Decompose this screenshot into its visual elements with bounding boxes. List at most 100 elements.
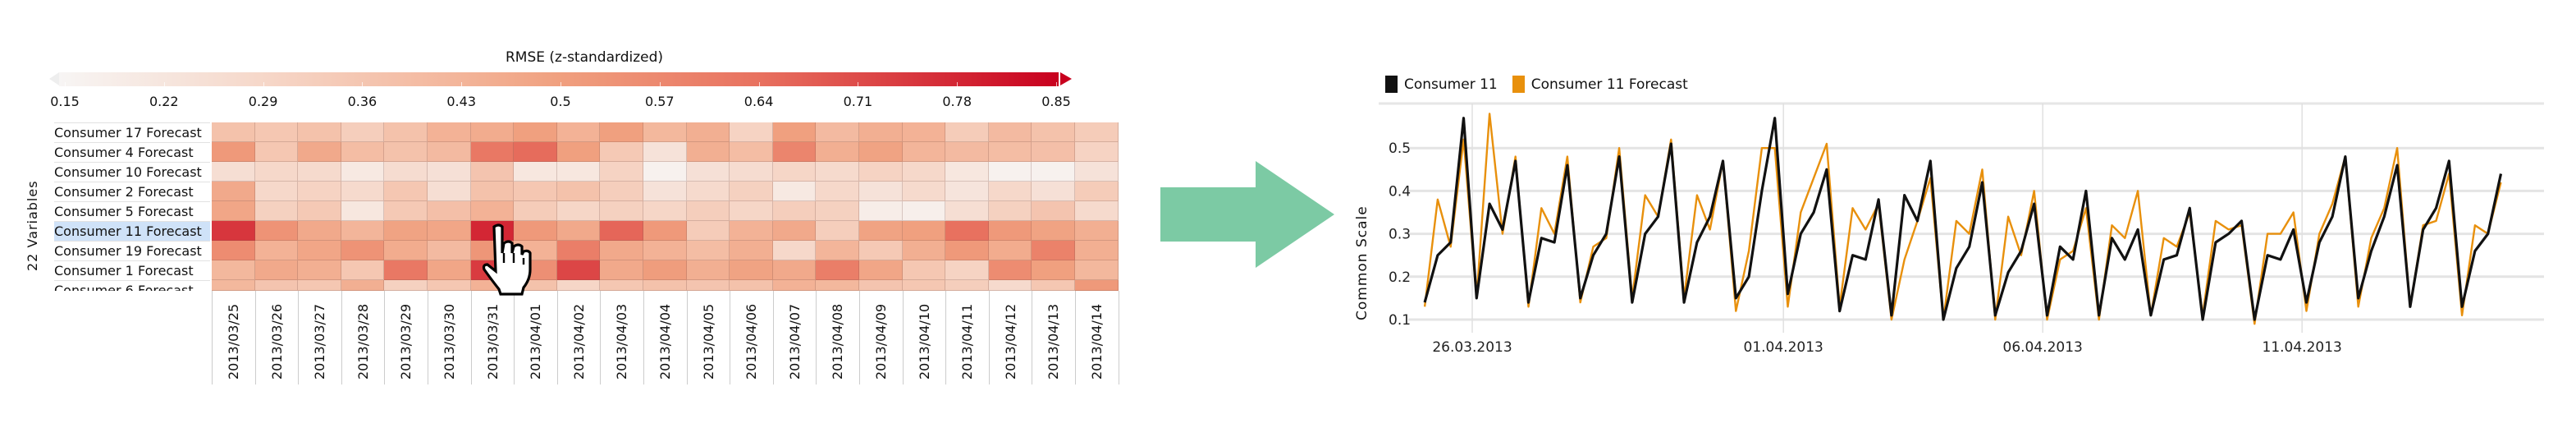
heatmap-cell[interactable] bbox=[902, 122, 946, 142]
heatmap-cell[interactable] bbox=[988, 182, 1032, 201]
heatmap-cell[interactable] bbox=[643, 142, 687, 162]
heatmap-cell[interactable] bbox=[643, 122, 687, 142]
heatmap-cell[interactable] bbox=[816, 122, 859, 142]
heatmap-cell[interactable] bbox=[514, 221, 557, 241]
heatmap-cell[interactable] bbox=[859, 241, 903, 260]
heatmap-cell[interactable] bbox=[1032, 241, 1075, 260]
heatmap-cell[interactable] bbox=[816, 241, 859, 260]
heatmap-cell[interactable] bbox=[600, 122, 643, 142]
heatmap-row-label[interactable]: Consumer 1 Forecast bbox=[54, 260, 210, 280]
heatmap-cell[interactable] bbox=[686, 201, 730, 221]
heatmap-cell[interactable] bbox=[902, 201, 946, 221]
heatmap-cell[interactable] bbox=[772, 201, 817, 221]
heatmap-cell[interactable] bbox=[686, 162, 730, 182]
heatmap-cell[interactable] bbox=[902, 162, 946, 182]
heatmap-cell[interactable] bbox=[945, 162, 989, 182]
heatmap-cell[interactable] bbox=[384, 260, 428, 280]
heatmap-cell[interactable] bbox=[730, 142, 773, 162]
heatmap-cell[interactable] bbox=[988, 122, 1032, 142]
heatmap-cell[interactable] bbox=[470, 162, 515, 182]
heatmap-cell[interactable] bbox=[945, 221, 989, 241]
heatmap-cell[interactable] bbox=[384, 201, 428, 221]
heatmap-cell[interactable] bbox=[988, 221, 1032, 241]
heatmap-cell[interactable] bbox=[1075, 201, 1119, 221]
heatmap-cell[interactable] bbox=[341, 142, 385, 162]
heatmap-cell[interactable] bbox=[428, 221, 471, 241]
heatmap-cell[interactable] bbox=[945, 201, 989, 221]
heatmap-cell[interactable] bbox=[1032, 182, 1075, 201]
heatmap-cell[interactable] bbox=[643, 241, 687, 260]
heatmap-cell[interactable] bbox=[514, 162, 557, 182]
heatmap-cell[interactable] bbox=[772, 280, 817, 291]
heatmap-cell[interactable] bbox=[1075, 122, 1119, 142]
heatmap-cell[interactable] bbox=[514, 142, 557, 162]
heatmap-cell[interactable] bbox=[859, 280, 903, 291]
heatmap-cell[interactable] bbox=[686, 280, 730, 291]
heatmap-cell[interactable] bbox=[556, 201, 601, 221]
heatmap-cell[interactable] bbox=[384, 221, 428, 241]
heatmap-cell[interactable] bbox=[859, 142, 903, 162]
heatmap-cell[interactable] bbox=[945, 280, 989, 291]
heatmap-cell[interactable] bbox=[298, 260, 341, 280]
heatmap-cell[interactable] bbox=[428, 241, 471, 260]
heatmap-cell[interactable] bbox=[643, 182, 687, 201]
heatmap-cell[interactable] bbox=[816, 221, 859, 241]
heatmap-cell[interactable] bbox=[945, 241, 989, 260]
heatmap-row-label[interactable]: Consumer 11 Forecast bbox=[54, 221, 210, 241]
heatmap-cell[interactable] bbox=[254, 182, 299, 201]
heatmap-cell[interactable] bbox=[686, 142, 730, 162]
heatmap-cell[interactable] bbox=[1032, 221, 1075, 241]
heatmap-cell[interactable] bbox=[212, 260, 255, 280]
heatmap-cell[interactable] bbox=[298, 142, 341, 162]
heatmap-cell[interactable] bbox=[600, 142, 643, 162]
heatmap-cell[interactable] bbox=[1032, 142, 1075, 162]
heatmap-cell[interactable] bbox=[945, 142, 989, 162]
heatmap-cell[interactable] bbox=[945, 122, 989, 142]
heatmap-cell[interactable] bbox=[212, 142, 255, 162]
heatmap-cell[interactable] bbox=[902, 142, 946, 162]
heatmap-cell[interactable] bbox=[772, 162, 817, 182]
heatmap-cell[interactable] bbox=[341, 241, 385, 260]
heatmap-cell[interactable] bbox=[686, 260, 730, 280]
heatmap-cell[interactable] bbox=[643, 260, 687, 280]
heatmap-cell[interactable] bbox=[988, 280, 1032, 291]
heatmap-cell[interactable] bbox=[730, 241, 773, 260]
heatmap-cell[interactable] bbox=[1075, 221, 1119, 241]
heatmap-cell[interactable] bbox=[212, 221, 255, 241]
heatmap-row-label[interactable]: Consumer 17 Forecast bbox=[54, 122, 210, 142]
heatmap-cell[interactable] bbox=[902, 221, 946, 241]
heatmap-cell[interactable] bbox=[816, 260, 859, 280]
heatmap-cell[interactable] bbox=[772, 142, 817, 162]
heatmap-cell[interactable] bbox=[428, 142, 471, 162]
heatmap-cell[interactable] bbox=[298, 201, 341, 221]
heatmap-cell[interactable] bbox=[470, 142, 515, 162]
heatmap-cell[interactable] bbox=[643, 221, 687, 241]
heatmap-cell[interactable] bbox=[816, 201, 859, 221]
heatmap-cell[interactable] bbox=[1075, 182, 1119, 201]
heatmap-cell[interactable] bbox=[902, 280, 946, 291]
heatmap-cell[interactable] bbox=[298, 241, 341, 260]
heatmap-cell[interactable] bbox=[772, 221, 817, 241]
heatmap-cell[interactable] bbox=[643, 162, 687, 182]
heatmap-cell[interactable] bbox=[556, 162, 601, 182]
heatmap-cell[interactable] bbox=[341, 221, 385, 241]
heatmap-cell[interactable] bbox=[1075, 241, 1119, 260]
heatmap-cell[interactable] bbox=[428, 162, 471, 182]
heatmap-cell[interactable] bbox=[1032, 280, 1075, 291]
heatmap-cell[interactable] bbox=[686, 241, 730, 260]
heatmap-cell[interactable] bbox=[384, 162, 428, 182]
heatmap-cell[interactable] bbox=[816, 162, 859, 182]
heatmap-cell[interactable] bbox=[298, 182, 341, 201]
heatmap-cell[interactable] bbox=[556, 221, 601, 241]
heatmap-cell[interactable] bbox=[1032, 201, 1075, 221]
heatmap-cell[interactable] bbox=[384, 241, 428, 260]
heatmap-cell[interactable] bbox=[643, 280, 687, 291]
heatmap-cell[interactable] bbox=[772, 260, 817, 280]
heatmap-cell[interactable] bbox=[254, 241, 299, 260]
heatmap-cell[interactable] bbox=[470, 122, 515, 142]
heatmap-cell[interactable] bbox=[428, 182, 471, 201]
heatmap-cell[interactable] bbox=[643, 201, 687, 221]
heatmap-cell[interactable] bbox=[988, 241, 1032, 260]
heatmap-cell[interactable] bbox=[686, 221, 730, 241]
heatmap-cell[interactable] bbox=[945, 182, 989, 201]
